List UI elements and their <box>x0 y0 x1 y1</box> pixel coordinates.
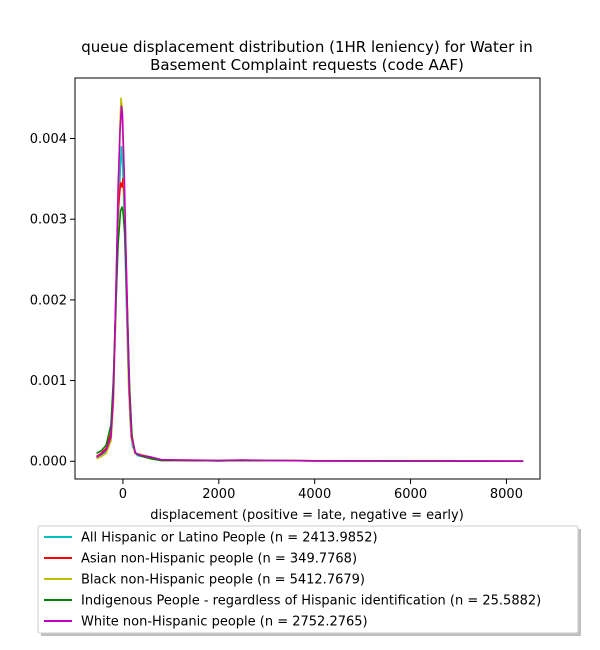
legend-box <box>37 525 579 634</box>
legend-label: All Hispanic or Latino People (n = 2413.… <box>81 531 378 546</box>
x-tick-label: 6000 <box>394 487 427 502</box>
y-tick-label: 0.002 <box>30 293 67 308</box>
plot-area <box>74 77 541 480</box>
x-tick-label: 2000 <box>202 487 235 502</box>
y-tick-label: 0.003 <box>30 213 67 228</box>
x-tick-label: 4000 <box>298 487 331 502</box>
legend-label: White non-Hispanic people (n = 2752.2765… <box>81 615 368 630</box>
x-tick-label: 0 <box>119 487 127 502</box>
chart-title-line-2: Basement Complaint requests (code AAF) <box>150 56 464 74</box>
y-tick-label: 0.001 <box>30 374 67 389</box>
chart-title-line-1: queue displacement distribution (1HR len… <box>81 38 532 56</box>
series-line-5 <box>96 105 524 462</box>
y-axis: 0.000 0.001 0.002 0.003 0.004 <box>30 132 75 470</box>
x-tick-label: 8000 <box>490 487 523 502</box>
series-lines <box>96 97 524 462</box>
y-tick-label: 0.004 <box>30 132 67 147</box>
legend-label: Black non-Hispanic people (n = 5412.7679… <box>81 573 365 588</box>
x-axis: 0 2000 4000 6000 8000 <box>119 479 523 502</box>
y-tick-label: 0.000 <box>30 455 67 470</box>
legend-label: Indigenous People - regardless of Hispan… <box>81 594 541 609</box>
legend: All Hispanic or Latino People (n = 2413.… <box>37 525 581 636</box>
x-axis-label: displacement (positive = late, negative … <box>150 508 464 523</box>
legend-label: Asian non-Hispanic people (n = 349.7768) <box>81 552 357 567</box>
